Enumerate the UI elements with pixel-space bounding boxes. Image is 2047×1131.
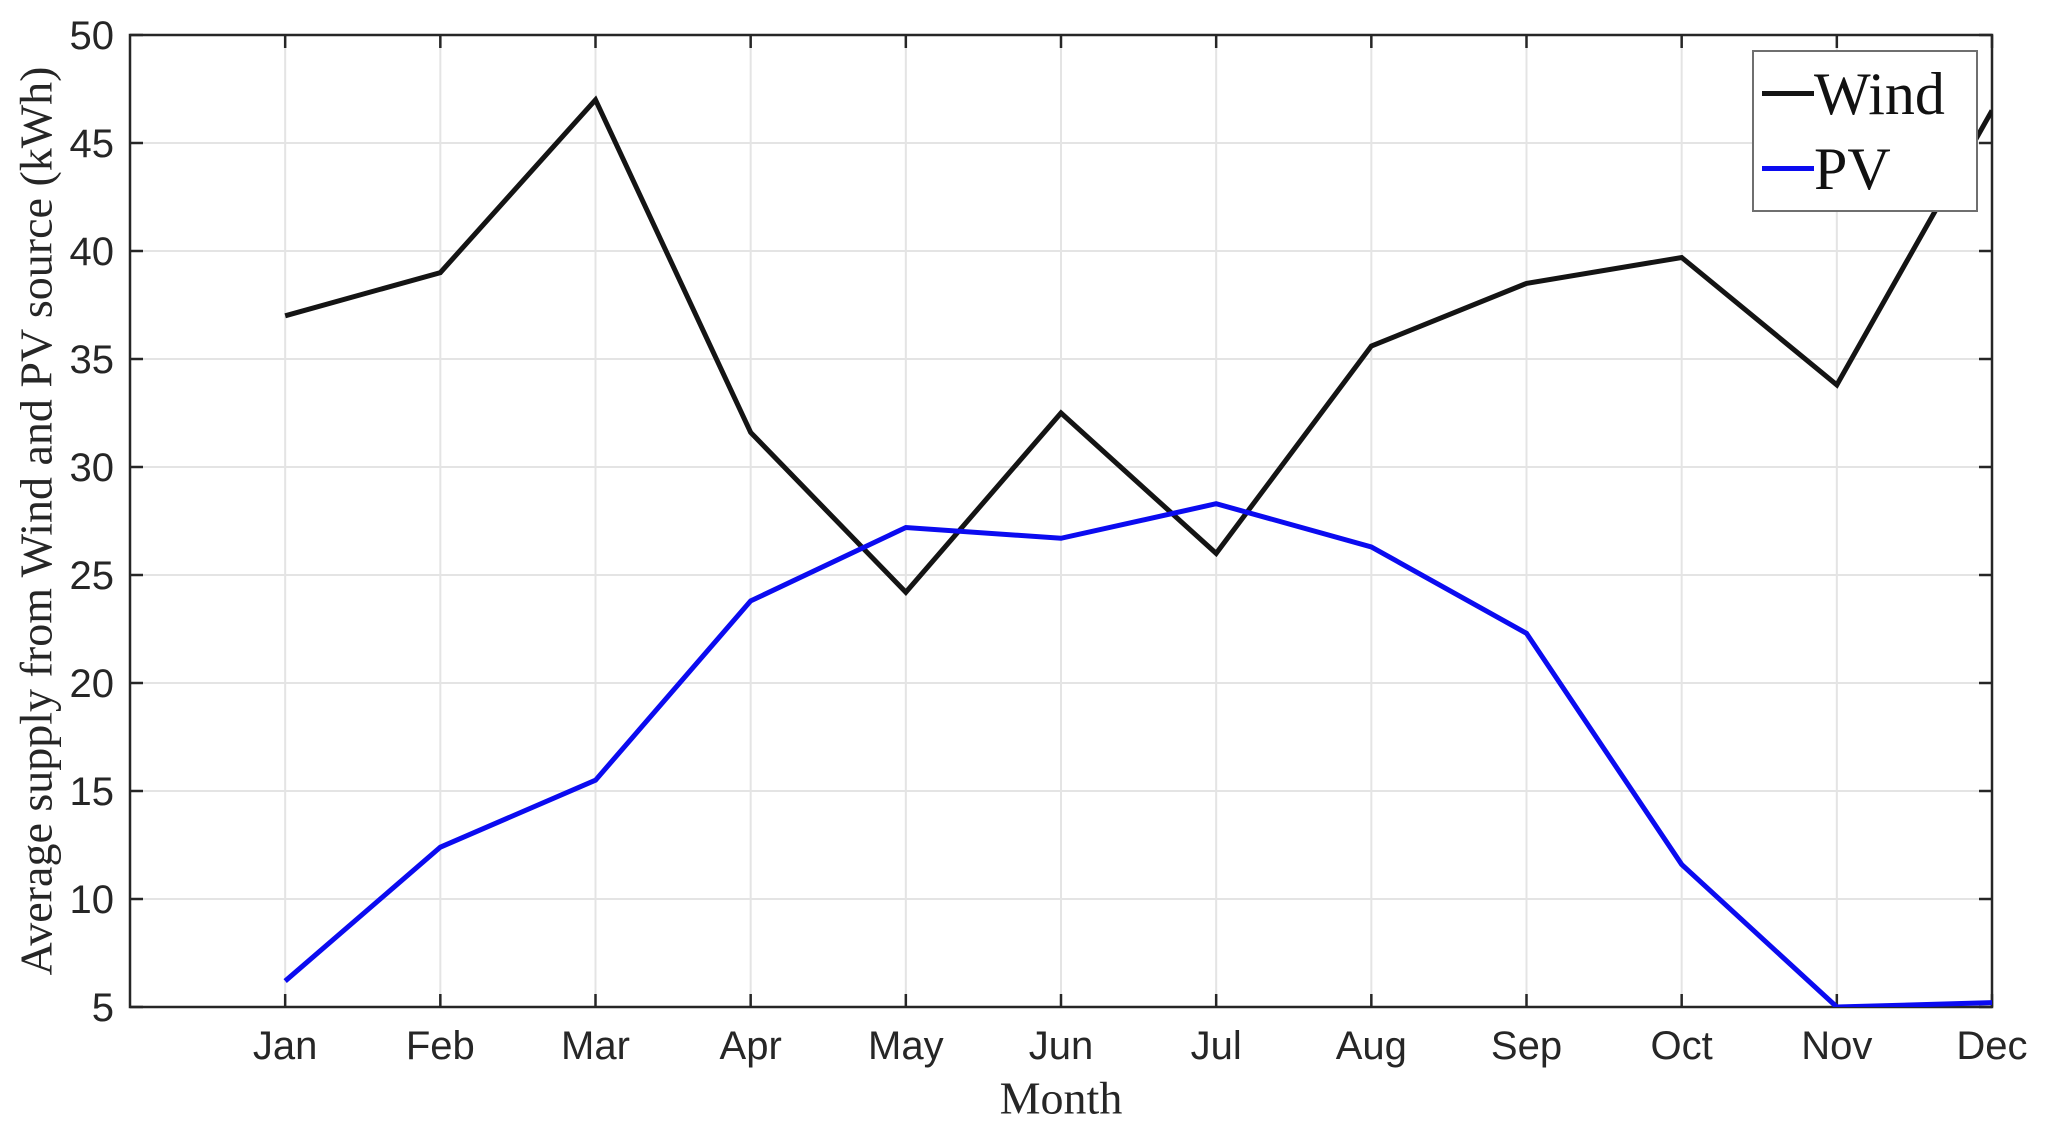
x-tick-label: Jul — [1191, 1024, 1242, 1068]
x-tick-label: Apr — [720, 1024, 782, 1068]
x-tick-label: Sep — [1491, 1024, 1562, 1068]
y-tick-label: 35 — [70, 338, 115, 382]
y-tick-label: 10 — [70, 878, 115, 922]
x-tick-label: Dec — [1956, 1024, 2027, 1068]
pv-series-line — [283, 501, 1992, 1007]
x-tick-label: Feb — [406, 1024, 475, 1068]
x-axis-label: Month — [999, 1072, 1123, 1124]
y-tick-label: 30 — [70, 446, 115, 490]
y-tick-label: 45 — [70, 122, 115, 166]
x-tick-label: Jan — [253, 1024, 318, 1068]
wind-line-swatch-icon — [1762, 91, 1814, 96]
legend-entry-pv: PV — [1762, 133, 1976, 205]
y-tick-label: 50 — [70, 14, 115, 58]
x-tick-label: May — [868, 1024, 944, 1068]
x-tick-label: Mar — [561, 1024, 630, 1068]
x-tick-label: Aug — [1336, 1024, 1407, 1068]
y-tick-label: 25 — [70, 554, 115, 598]
legend: Wind PV — [1752, 50, 1978, 212]
y-tick-label: 5 — [92, 986, 114, 1030]
legend-label-wind: Wind — [1814, 60, 1945, 127]
y-tick-label: 20 — [70, 662, 115, 706]
legend-label-pv: PV — [1814, 135, 1891, 202]
legend-entry-wind: Wind — [1762, 58, 1976, 130]
y-tick-label: 40 — [70, 230, 115, 274]
x-tick-label: Nov — [1801, 1024, 1872, 1068]
wind-series-line — [284, 95, 1992, 596]
pv-line-swatch-icon — [1762, 166, 1814, 171]
y-axis-label: Average supply from Wind and PV source (… — [10, 66, 62, 976]
y-tick-label: 15 — [70, 770, 115, 814]
x-tick-label: Jun — [1029, 1024, 1094, 1068]
x-tick-label: Oct — [1651, 1024, 1713, 1068]
